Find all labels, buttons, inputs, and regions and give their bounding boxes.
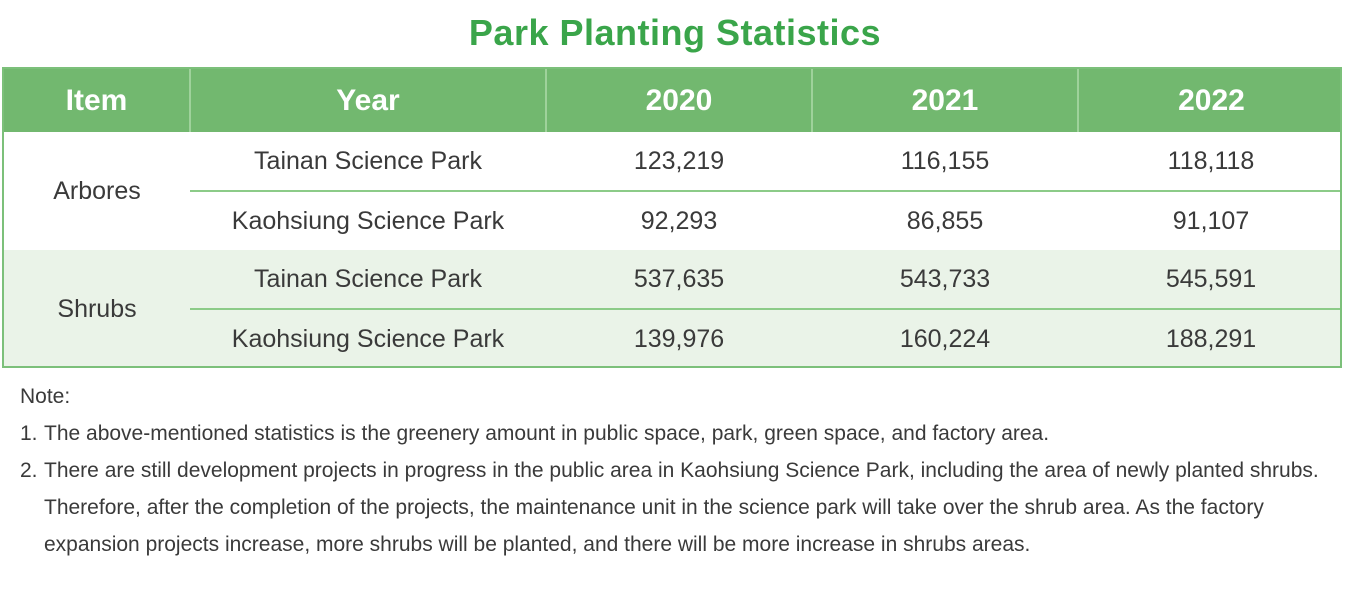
header-2022: 2022 [1077,69,1340,132]
value-cell: 123,219 [546,132,812,192]
table-row: Arbores Tainan Science Park 123,219 116,… [4,132,1340,250]
value-cell: 537,635 [546,250,812,310]
value-cell: 92,293 [546,191,812,250]
header-2021: 2021 [811,69,1078,132]
park-name-cell: Tainan Science Park [190,250,546,310]
table-row: Kaohsiung Science Park 92,293 86,855 91,… [4,191,1340,250]
note-text: The above-mentioned statistics is the gr… [44,422,1050,445]
note-item: 2. There are still development projects … [20,452,1335,563]
table-row: Kaohsiung Science Park 139,976 160,224 1… [4,309,1340,366]
note-number: 1. [20,422,38,445]
value-cell: 188,291 [1078,309,1340,366]
value-cell: 545,591 [1078,250,1340,310]
value-cell: 543,733 [812,250,1078,310]
value-cell: 116,155 [812,132,1078,192]
value-cell: 91,107 [1078,191,1340,250]
table-header-row: Item Year 2020 2021 2022 [4,69,1340,132]
note-item: 1. The above-mentioned statistics is the… [20,415,1335,452]
notes-heading: Note: [20,385,71,408]
header-2020: 2020 [545,69,812,132]
group-label-shrubs: Shrubs [4,250,190,366]
value-cell: 160,224 [812,309,1078,366]
planting-table: Item Year 2020 2021 2022 Arbores Tainan … [2,67,1342,368]
group-label-arbores: Arbores [4,132,190,250]
value-cell: 118,118 [1078,132,1340,192]
note-number: 2. [20,459,38,482]
header-year: Year [189,69,546,132]
park-name-cell: Kaohsiung Science Park [190,191,546,250]
header-item: Item [4,69,190,132]
note-text: There are still development projects in … [44,459,1319,556]
value-cell: 86,855 [812,191,1078,250]
notes-section: Note: 1. The above-mentioned statistics … [20,378,1335,563]
park-name-cell: Kaohsiung Science Park [190,309,546,366]
value-cell: 139,976 [546,309,812,366]
table-row: Shrubs Tainan Science Park 537,635 543,7… [4,250,1340,366]
page-title: Park Planting Statistics [468,12,882,53]
park-name-cell: Tainan Science Park [190,132,546,192]
